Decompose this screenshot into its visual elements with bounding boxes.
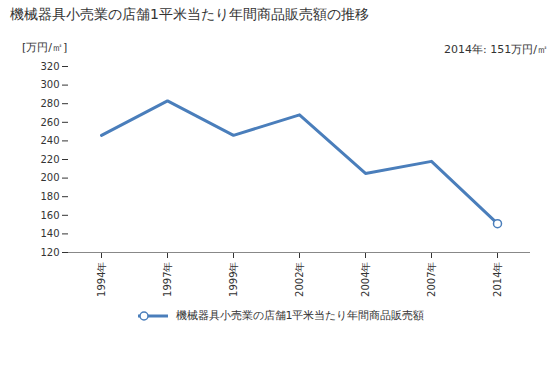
html-text:機械器具小売業の店舗1平米当たり年間商品販売額の推移: 機械器具小売業の店舗1平米当たり年間商品販売額の推移: [10, 6, 369, 22]
html-text:機械器具小売業の店舗1平米当たり年間商品販売額: 機械器具小売業の店舗1平米当たり年間商品販売額: [175, 309, 425, 322]
svg-text:120: 120: [40, 247, 59, 258]
svg-text:280: 280: [40, 98, 59, 109]
svg-text:1994年: 1994年: [96, 262, 107, 297]
svg-text:180: 180: [40, 191, 59, 202]
svg-text:1997年: 1997年: [162, 262, 173, 297]
svg-text:240: 240: [40, 135, 59, 146]
svg-text:200: 200: [40, 172, 59, 183]
svg-text:300: 300: [40, 79, 59, 90]
svg-text:1999年: 1999年: [228, 262, 239, 297]
svg-text:160: 160: [40, 210, 59, 221]
svg-text:2014年: 2014年: [492, 262, 503, 297]
svg-text:140: 140: [40, 228, 59, 239]
svg-text:220: 220: [40, 154, 59, 165]
svg-text:320: 320: [40, 61, 59, 72]
svg-text:2002年: 2002年: [294, 262, 305, 297]
svg-text:2007年: 2007年: [426, 262, 437, 297]
html-text:[万円/㎡]: [万円/㎡]: [22, 41, 68, 54]
html-text:2014年: 151万円/㎡: 2014年: 151万円/㎡: [444, 43, 548, 56]
svg-text:260: 260: [40, 117, 59, 128]
svg-text:2004年: 2004年: [360, 262, 371, 297]
